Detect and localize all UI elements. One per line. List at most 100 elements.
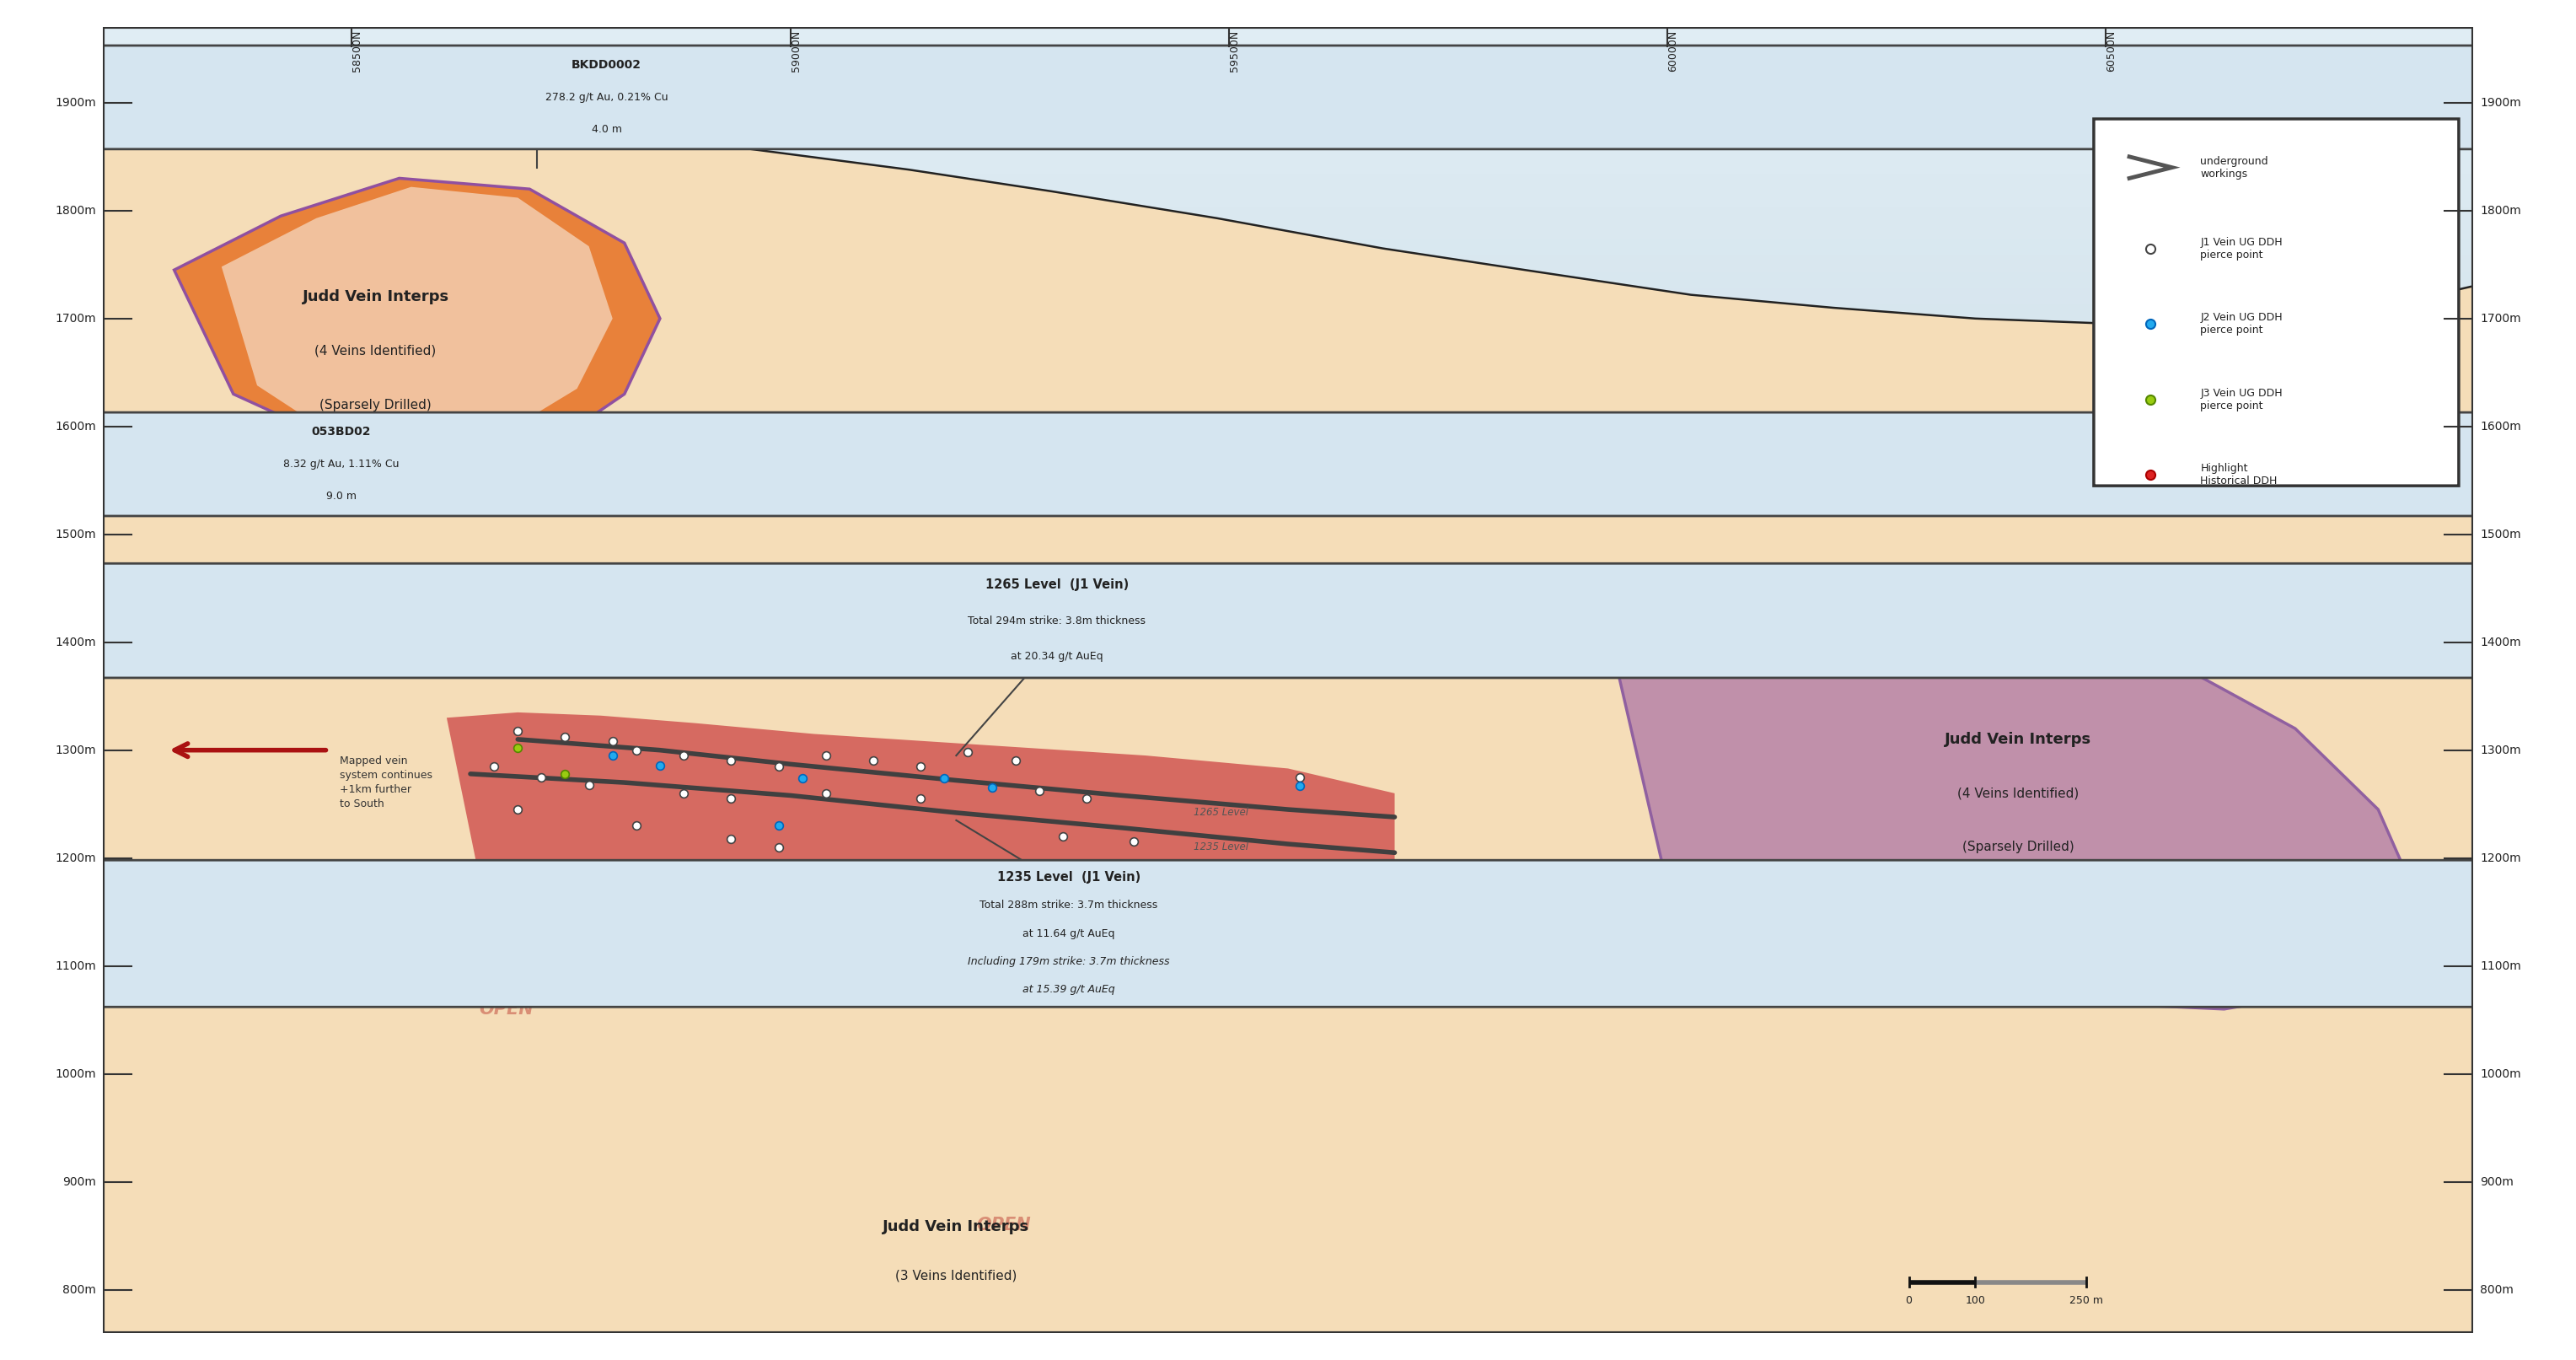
Text: (4 Veins Identified): (4 Veins Identified)	[314, 344, 435, 358]
Bar	[103, 207, 2473, 223]
Text: 1500m: 1500m	[54, 529, 95, 540]
Text: 58500N: 58500N	[353, 30, 363, 72]
Bar	[103, 272, 2473, 288]
Text: 1800m: 1800m	[54, 205, 95, 216]
Text: 1800m: 1800m	[2481, 205, 2522, 216]
FancyBboxPatch shape	[0, 45, 2576, 150]
Bar	[103, 1072, 2473, 1088]
Text: 800m: 800m	[62, 1284, 95, 1296]
Text: 1900m: 1900m	[54, 97, 95, 109]
Bar	[103, 794, 2473, 811]
Text: 1265 Level: 1265 Level	[1193, 808, 1247, 819]
Text: OPEN: OPEN	[999, 601, 1054, 619]
Text: 59000N: 59000N	[791, 30, 801, 72]
Text: 1265 Level  (J1 Vein): 1265 Level (J1 Vein)	[984, 578, 1128, 592]
Text: 60000N: 60000N	[1667, 30, 1677, 72]
Bar	[103, 1039, 2473, 1055]
Bar	[103, 288, 2473, 305]
FancyBboxPatch shape	[0, 412, 2576, 515]
Text: 9.0 m: 9.0 m	[327, 491, 355, 502]
Text: Total 288m strike: 3.7m thickness: Total 288m strike: 3.7m thickness	[979, 900, 1157, 911]
Text: 60500N: 60500N	[2105, 30, 2117, 72]
Polygon shape	[1597, 567, 2414, 1009]
Bar	[103, 1268, 2473, 1284]
Text: 1235 Level: 1235 Level	[1193, 842, 1247, 853]
Text: N: N	[2290, 67, 2362, 150]
Text: 053BD02: 053BD02	[312, 426, 371, 438]
Bar	[103, 1088, 2473, 1104]
Bar	[103, 468, 2473, 484]
Text: J3 Vein UG DDH
pierce point: J3 Vein UG DDH pierce point	[2200, 388, 2282, 411]
Bar	[103, 729, 2473, 745]
Bar	[103, 925, 2473, 941]
Bar	[103, 370, 2473, 386]
Bar	[103, 598, 2473, 615]
Text: at 20.34 g/t AuEq: at 20.34 g/t AuEq	[1010, 651, 1103, 662]
Bar	[103, 1202, 2473, 1219]
Text: OPEN: OPEN	[479, 1001, 533, 1017]
Bar	[103, 778, 2473, 794]
Bar	[103, 92, 2473, 109]
FancyBboxPatch shape	[0, 860, 2576, 1006]
Text: 1100m: 1100m	[54, 960, 95, 972]
Bar	[103, 1219, 2473, 1235]
Bar	[103, 762, 2473, 778]
Text: underground
workings: underground workings	[2200, 155, 2269, 180]
Text: OPEN: OPEN	[1592, 887, 1646, 904]
Bar	[103, 1235, 2473, 1251]
Bar	[103, 174, 2473, 190]
FancyBboxPatch shape	[2094, 118, 2458, 486]
Text: 1200m: 1200m	[2481, 853, 2522, 864]
Bar	[103, 223, 2473, 239]
Text: 800m: 800m	[2481, 1284, 2514, 1296]
Text: 900m: 900m	[62, 1176, 95, 1187]
Bar	[103, 1153, 2473, 1170]
Text: 1400m: 1400m	[2481, 636, 2522, 649]
Bar	[103, 239, 2473, 256]
Bar	[103, 76, 2473, 92]
Text: 250 m: 250 m	[2069, 1295, 2105, 1306]
Bar	[103, 680, 2473, 696]
Bar	[103, 44, 2473, 60]
Text: 8.32 g/t Au, 1.11% Cu: 8.32 g/t Au, 1.11% Cu	[283, 458, 399, 469]
Text: S: S	[219, 67, 281, 150]
Bar	[103, 435, 2473, 452]
Bar	[103, 419, 2473, 435]
Text: 1600m: 1600m	[54, 420, 95, 432]
Text: Total 294m strike: 3.8m thickness: Total 294m strike: 3.8m thickness	[969, 615, 1146, 626]
Bar	[103, 860, 2473, 876]
Bar	[103, 713, 2473, 729]
Text: 1500m: 1500m	[2481, 529, 2522, 540]
Text: 1900m: 1900m	[2481, 97, 2522, 109]
Bar	[103, 1006, 2473, 1023]
Bar	[103, 990, 2473, 1006]
Bar	[103, 647, 2473, 664]
Text: 0: 0	[1906, 1295, 1911, 1306]
Text: Judd Vein Interps: Judd Vein Interps	[884, 1220, 1030, 1235]
Bar	[103, 908, 2473, 925]
Bar	[103, 745, 2473, 762]
Bar	[103, 337, 2473, 354]
Text: 900m: 900m	[2481, 1176, 2514, 1187]
Text: (3 Veins Identified): (3 Veins Identified)	[896, 1269, 1018, 1282]
Text: (Looking West): (Looking West)	[1213, 54, 1363, 75]
Polygon shape	[446, 713, 1394, 960]
Bar	[103, 500, 2473, 517]
Text: 59500N: 59500N	[1229, 30, 1239, 72]
Bar	[103, 1284, 2473, 1300]
Bar	[103, 631, 2473, 647]
Bar	[103, 1186, 2473, 1202]
Text: 1300m: 1300m	[2481, 744, 2522, 756]
Text: J1 Vein UG DDH
pierce point: J1 Vein UG DDH pierce point	[2200, 237, 2282, 260]
Text: Including 179m strike: 3.7m thickness: Including 179m strike: 3.7m thickness	[969, 956, 1170, 967]
Bar	[103, 1055, 2473, 1072]
Bar	[103, 1170, 2473, 1186]
Bar	[103, 664, 2473, 680]
Bar	[103, 1316, 2473, 1333]
Bar	[103, 843, 2473, 860]
Bar	[103, 1121, 2473, 1137]
Bar	[103, 549, 2473, 566]
Text: 1700m: 1700m	[2481, 313, 2522, 325]
Text: BKDD0002: BKDD0002	[572, 58, 641, 71]
Bar	[103, 696, 2473, 713]
